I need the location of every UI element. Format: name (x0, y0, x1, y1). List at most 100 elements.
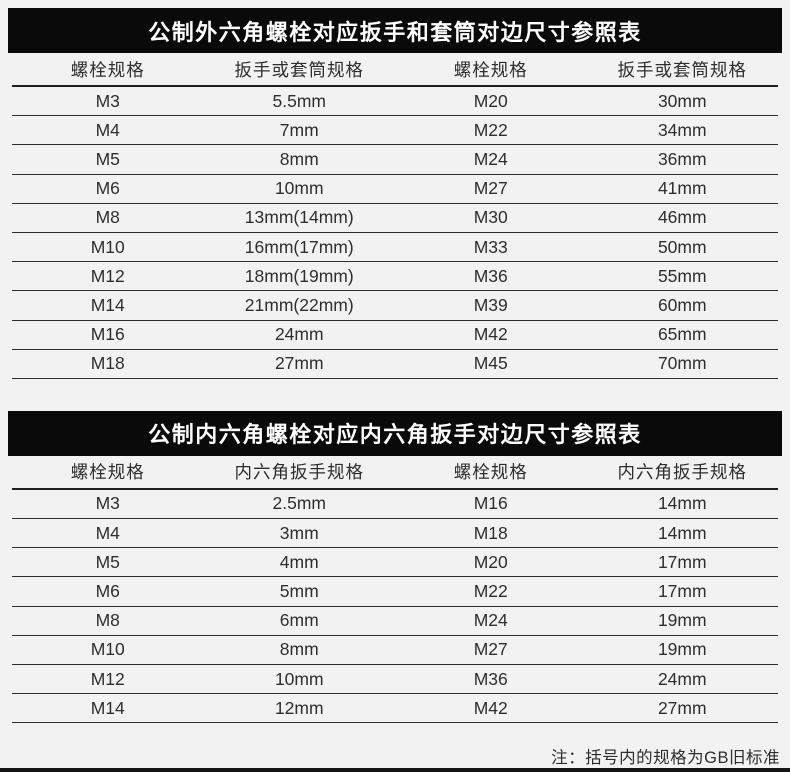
table-cell: M12 (90, 265, 125, 286)
table-cell: 8mm (279, 639, 319, 660)
table-cell: 41mm (657, 178, 707, 199)
table-cell: M14 (90, 294, 125, 315)
table-header-row: 螺栓规格 扳手或套筒规格 螺栓规格 扳手或套筒规格 (12, 53, 778, 87)
column-header-bolt-spec: 螺栓规格 (70, 59, 145, 80)
table-cell: 24mm (274, 324, 324, 345)
table-cell: M45 (473, 353, 508, 374)
table-row: M14 12mm M42 27mm (12, 694, 778, 724)
table-row: M3 5.5mm M20 30mm (12, 87, 778, 117)
table-cell: M24 (473, 148, 508, 169)
table-cell: 4mm (279, 551, 319, 572)
table-cell: M6 (95, 178, 120, 199)
table-cell: 24mm (657, 668, 707, 689)
table-cell: 70mm (657, 353, 707, 374)
table-cell: M30 (473, 207, 508, 228)
table-row: M12 18mm(19mm) M36 55mm (12, 262, 778, 292)
table-cell: M16 (473, 493, 508, 514)
table-row: M4 3mm M18 14mm (12, 519, 778, 549)
table-cell: 13mm(14mm) (244, 207, 354, 228)
table-cell: M8 (95, 610, 120, 631)
table-cell: 21mm(22mm) (244, 294, 354, 315)
table-row: M4 7mm M22 34mm (12, 116, 778, 146)
table-row: M8 6mm M24 19mm (12, 607, 778, 636)
table-row: M5 4mm M20 17mm (12, 548, 778, 578)
table-cell: 50mm (657, 236, 707, 257)
table-cell: 34mm (657, 119, 707, 140)
table-row: M6 5mm M22 17mm (12, 577, 778, 607)
table-row: M6 10mm M27 41mm (12, 175, 778, 204)
table-cell: 2.5mm (272, 493, 326, 514)
table-header-row: 螺栓规格 内六角扳手规格 螺栓规格 内六角扳手规格 (12, 456, 778, 490)
table-cell: M20 (473, 90, 508, 111)
external-hex-table: 螺栓规格 扳手或套筒规格 螺栓规格 扳手或套筒规格 M3 5.5mm M20 30mm… (12, 53, 778, 379)
table-cell: M8 (95, 207, 120, 228)
table-cell: M36 (473, 668, 508, 689)
table-cell: 19mm (657, 639, 707, 660)
table-cell: 10mm (274, 178, 324, 199)
table-cell: M20 (473, 551, 508, 572)
table-cell: M10 (90, 236, 125, 257)
column-header-wrench-socket-spec: 扳手或套筒规格 (234, 59, 364, 80)
column-header-bolt-spec: 螺栓规格 (453, 59, 528, 80)
internal-hex-table: 螺栓规格 内六角扳手规格 螺栓规格 内六角扳手规格 M3 2.5mm M16 14mm… (12, 456, 778, 724)
table-row: M8 13mm(14mm) M30 46mm (12, 204, 778, 233)
table-cell: M24 (473, 610, 508, 631)
table-cell: 7mm (279, 119, 319, 140)
table-cell: 17mm (657, 551, 707, 572)
table-cell: 18mm(19mm) (244, 265, 354, 286)
table-cell: M36 (473, 265, 508, 286)
table-cell: M27 (473, 178, 508, 199)
table-cell: M22 (473, 581, 508, 602)
table-cell: 16mm(17mm) (244, 236, 354, 257)
table-row: M12 10mm M36 24mm (12, 665, 778, 695)
table-cell: M10 (90, 639, 125, 660)
column-header-wrench-socket-spec: 扳手或套筒规格 (617, 59, 747, 80)
table-cell: 27mm (274, 353, 324, 374)
table-cell: M27 (473, 639, 508, 660)
table-cell: 30mm (657, 90, 707, 111)
table-cell: 5mm (279, 581, 319, 602)
table-cell: 60mm (657, 294, 707, 315)
table-cell: M18 (473, 522, 508, 543)
table-cell: 14mm (657, 493, 707, 514)
table-cell: 46mm (657, 207, 707, 228)
external-hex-table-title: 公制外六角螺栓对应扳手和套筒对边尺寸参照表 (8, 8, 782, 53)
table-cell: 65mm (657, 324, 707, 345)
table-cell: M6 (95, 581, 120, 602)
table-cell: M5 (95, 148, 120, 169)
table-cell: M18 (90, 353, 125, 374)
column-header-hex-key-spec: 内六角扳手规格 (234, 462, 364, 483)
external-hex-table-section: 公制外六角螺栓对应扳手和套筒对边尺寸参照表 螺栓规格 扳手或套筒规格 螺栓规格 … (0, 8, 790, 379)
column-header-hex-key-spec: 内六角扳手规格 (617, 462, 747, 483)
table-cell: 19mm (657, 610, 707, 631)
table-cell: M5 (95, 551, 120, 572)
table-cell: 14mm (657, 522, 707, 543)
table-cell: M16 (90, 324, 125, 345)
footnote: 注：括号内的规格为GB旧标准 (551, 749, 780, 768)
table-cell: 6mm (279, 610, 319, 631)
column-header-bolt-spec: 螺栓规格 (70, 462, 145, 483)
table-row: M14 21mm(22mm) M39 60mm (12, 291, 778, 321)
table-cell: 5.5mm (272, 90, 326, 111)
internal-hex-table-section: 公制内六角螺栓对应内六角扳手对边尺寸参照表 螺栓规格 内六角扳手规格 螺栓规格 … (0, 410, 790, 724)
table-cell: 55mm (657, 265, 707, 286)
table-cell: 8mm (279, 148, 319, 169)
table-cell: M33 (473, 236, 508, 257)
table-row: M10 8mm M27 19mm (12, 636, 778, 665)
table-cell: M3 (95, 90, 120, 111)
table-cell: 36mm (657, 148, 707, 169)
table-cell: M39 (473, 294, 508, 315)
table-cell: M4 (95, 522, 120, 543)
table-cell: M4 (95, 119, 120, 140)
table-body: M3 2.5mm M16 14mm M4 3mm M18 14mm M5 4mm M20 17mm M6… (12, 490, 778, 724)
table-cell: 17mm (657, 581, 707, 602)
table-row: M5 8mm M24 36mm (12, 145, 778, 175)
table-row: M3 2.5mm M16 14mm (12, 490, 778, 520)
table-body: M3 5.5mm M20 30mm M4 7mm M22 34mm M5 8mm M24 36mm M6… (12, 87, 778, 379)
table-cell: M3 (95, 493, 120, 514)
table-cell: 10mm (274, 668, 324, 689)
table-cell: M42 (473, 324, 508, 345)
table-cell: M22 (473, 119, 508, 140)
column-header-bolt-spec: 螺栓规格 (453, 462, 528, 483)
